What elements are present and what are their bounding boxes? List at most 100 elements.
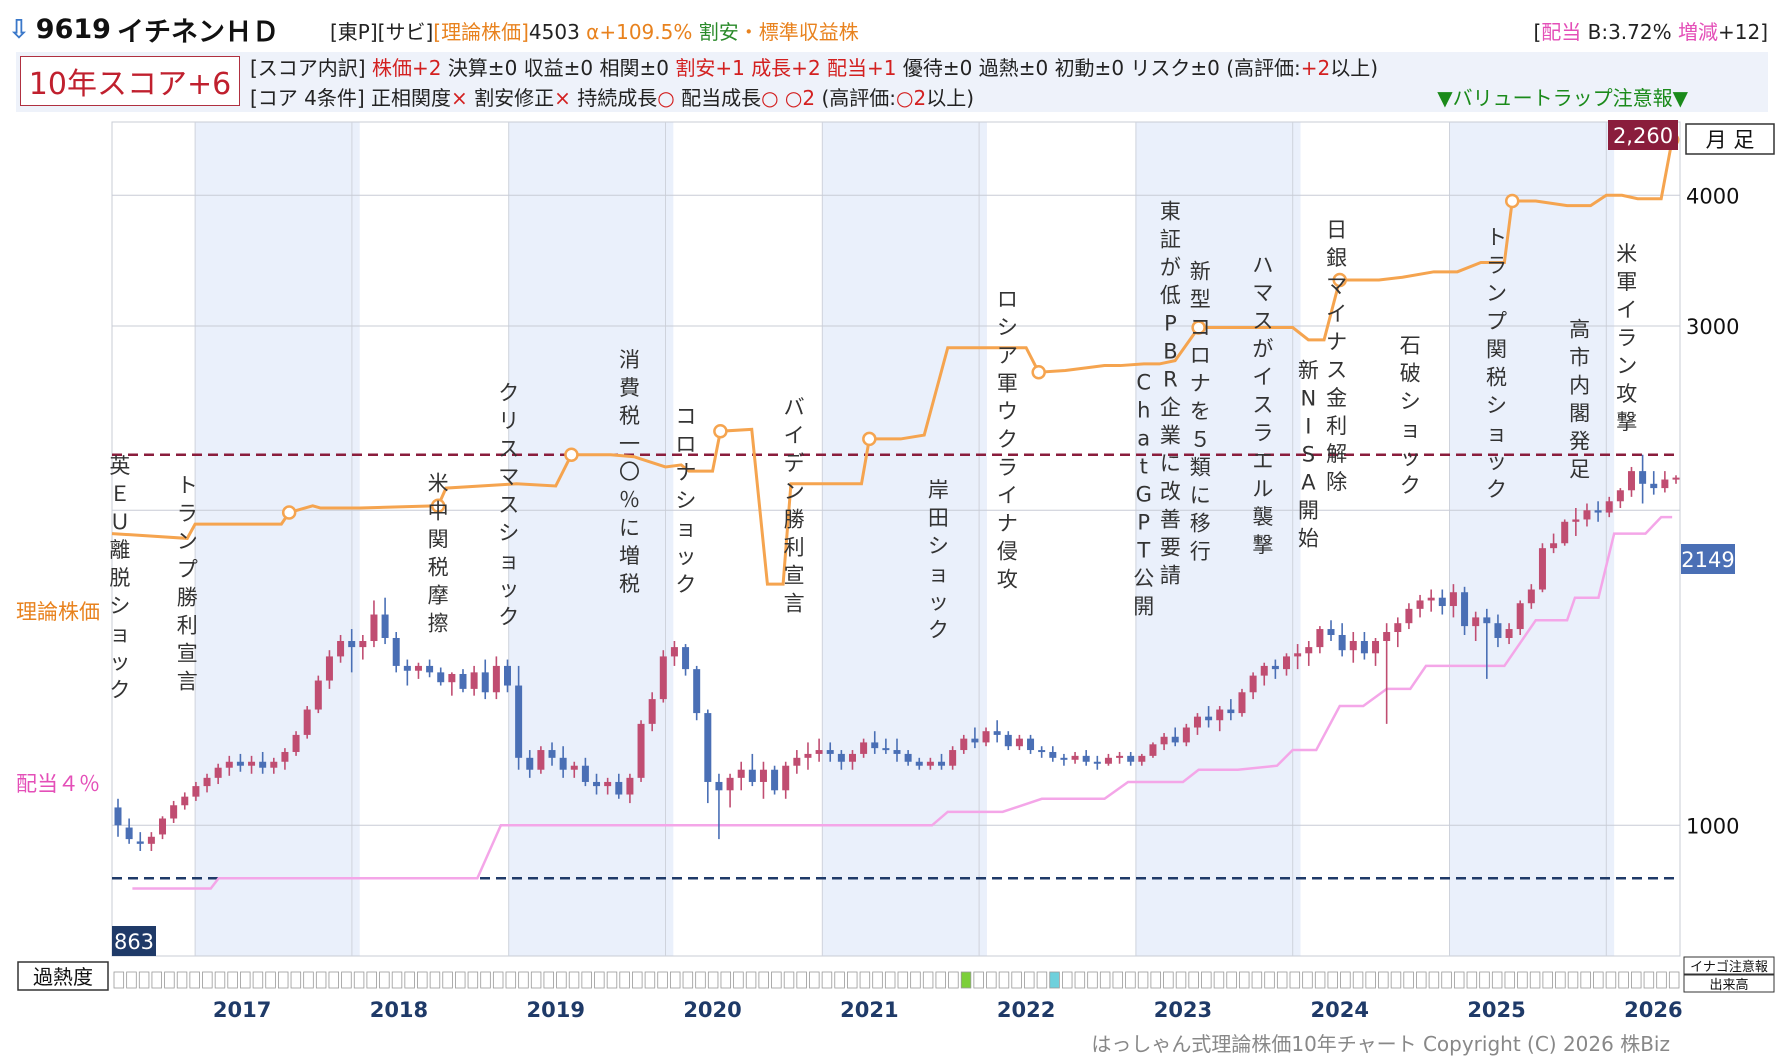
event-char: ク <box>928 618 949 642</box>
heat-cell <box>1491 971 1503 989</box>
candle-body <box>882 748 890 751</box>
event-char: 米 <box>428 471 449 495</box>
candle-body <box>993 731 1001 735</box>
event-char: ５ <box>1190 428 1211 452</box>
candle-body <box>793 757 801 766</box>
candle-body <box>1661 479 1669 489</box>
event-char: ン <box>177 529 198 553</box>
candle-body <box>203 777 211 787</box>
event-char: ト <box>177 473 198 497</box>
event-char: 中 <box>428 499 449 523</box>
candle-body <box>1294 653 1302 657</box>
dividend-value: B:3.72% <box>1587 20 1672 44</box>
event-char: イ <box>784 423 805 447</box>
event-char: ％ <box>619 488 640 512</box>
heat-cell <box>1125 971 1136 989</box>
heat-cell <box>644 971 656 989</box>
heat-cell <box>252 971 264 989</box>
candle-body <box>1483 617 1491 624</box>
heat-cell <box>1239 971 1250 989</box>
event-char: ョ <box>928 562 949 586</box>
event-char: 増 <box>619 544 640 568</box>
candle-body <box>1639 471 1647 484</box>
heat-cell <box>379 971 390 989</box>
volume-label: 出来高 <box>1709 977 1748 993</box>
event-char: ト <box>1486 225 1507 249</box>
heat-cell <box>872 971 883 989</box>
heat-cell <box>328 971 340 989</box>
heat-cell <box>176 971 188 989</box>
heat-cell <box>1049 971 1060 989</box>
event-char: ン <box>1616 354 1637 378</box>
y-tick-label: 1000 <box>1686 814 1739 838</box>
event-char: 脱 <box>109 566 130 590</box>
candle-body <box>170 805 178 819</box>
event-char: 関 <box>428 527 449 551</box>
core-condition-label: 割安修正 <box>474 86 555 110</box>
event-char: 一 <box>619 432 640 456</box>
event-char: 宣 <box>177 641 198 665</box>
candle-body <box>370 614 378 642</box>
dividend-side-label: 配当４％ <box>16 772 100 796</box>
candle-body <box>926 761 934 766</box>
x-year-label: 2019 <box>527 998 585 1022</box>
candle-body <box>1127 755 1135 762</box>
x-year-label: 2018 <box>370 998 428 1022</box>
candle-body <box>1182 727 1190 743</box>
event-char: が <box>1160 256 1181 280</box>
heat-cell <box>1593 971 1604 989</box>
alpha-value: α+109.5% <box>586 20 693 44</box>
market-tag: [東P] <box>330 20 378 44</box>
event-char: 日 <box>1326 218 1347 242</box>
event-char: ク <box>1400 474 1421 498</box>
candle-body <box>303 709 311 735</box>
heat-cell <box>1036 971 1048 989</box>
event-char: 利 <box>177 613 198 637</box>
event-char: 利 <box>1326 414 1347 438</box>
event-char: 金 <box>1326 386 1347 410</box>
candle-body <box>1627 471 1635 491</box>
candle-body <box>481 672 489 693</box>
event-char: 言 <box>784 591 805 615</box>
heat-cell <box>632 971 643 989</box>
candle-body <box>726 777 734 791</box>
candle-body <box>214 767 222 778</box>
event-char: ラ <box>1486 253 1507 277</box>
heat-cell <box>366 971 377 989</box>
event-char: 費 <box>619 376 640 400</box>
heat-cell <box>1163 971 1174 989</box>
heat-cell <box>834 971 845 989</box>
event-char: 撃 <box>1616 410 1637 434</box>
heat-cell <box>227 971 238 989</box>
candle-body <box>159 818 167 835</box>
theory-marker <box>862 431 877 447</box>
score-item: 決算±0 <box>447 56 524 80</box>
event-char: コ <box>1190 316 1211 340</box>
cheap-tag: 割安 <box>698 20 739 44</box>
event-char: ラ <box>1252 421 1273 445</box>
core-condition-mark: ○ <box>761 86 785 110</box>
score-item: リスク±0 <box>1130 56 1227 80</box>
heat-cell <box>998 971 1010 989</box>
event-char: 業 <box>1160 424 1181 448</box>
candle-body <box>248 761 256 766</box>
change-label: 増減 <box>1677 20 1718 44</box>
candle-body <box>904 753 912 762</box>
down-arrow-icon: ⇩ <box>8 14 30 45</box>
heat-cell <box>240 971 251 989</box>
locust-box <box>1683 956 1775 975</box>
heat-cell <box>859 971 871 989</box>
heat-cell <box>492 971 504 989</box>
event-char: 移 <box>1190 512 1211 536</box>
candle-body <box>281 751 289 762</box>
stock-info: [東P][サビ][理論株価]4503 α+109.5% 割安・標準収益株 <box>330 16 859 45</box>
event-char: ッ <box>109 650 130 674</box>
candle-body <box>804 753 812 758</box>
